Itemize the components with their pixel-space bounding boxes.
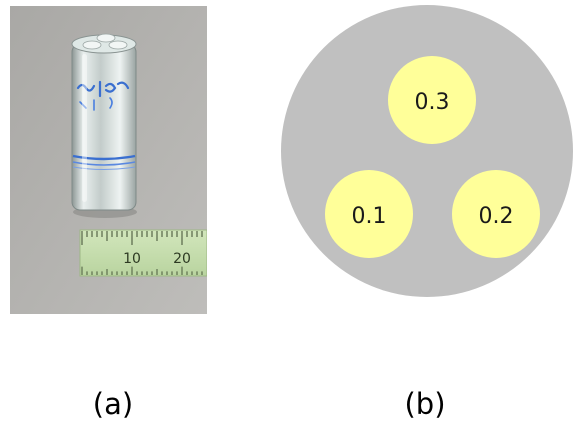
vial-band-2	[72, 161, 136, 166]
insert-label-0.3: 0.3	[415, 90, 450, 115]
ruler-label-20: 20	[173, 251, 191, 267]
insert-circle-0.2	[452, 170, 540, 258]
vial-photo: 10 20	[10, 6, 207, 314]
insert-label-0.1: 0.1	[352, 204, 387, 229]
ruler-ticks	[81, 231, 203, 275]
insert-label-0.2: 0.2	[479, 204, 514, 229]
ruler: 10 20	[79, 229, 207, 277]
insert-circle-0.3	[388, 56, 476, 144]
vial-marking-text-2	[79, 97, 113, 111]
vial-insert-top	[96, 33, 116, 43]
phantom-disk	[281, 5, 573, 297]
ruler-label-10: 10	[123, 251, 141, 267]
insert-0.3: 0.3	[388, 56, 476, 144]
vial-marking-text	[76, 80, 130, 98]
vial-insert-right	[108, 40, 128, 50]
vial-insert-left	[82, 40, 102, 50]
phantom-diagram: 0.3 0.1 0.2	[281, 5, 573, 297]
insert-circle-0.1	[325, 170, 413, 258]
vial	[71, 33, 137, 211]
insert-0.2: 0.2	[452, 170, 540, 258]
panel-label-a: (a)	[92, 387, 134, 421]
panel-label-b: (b)	[404, 387, 446, 421]
vial-band	[72, 154, 136, 161]
vial-band-3	[72, 166, 136, 170]
insert-0.1: 0.1	[325, 170, 413, 258]
